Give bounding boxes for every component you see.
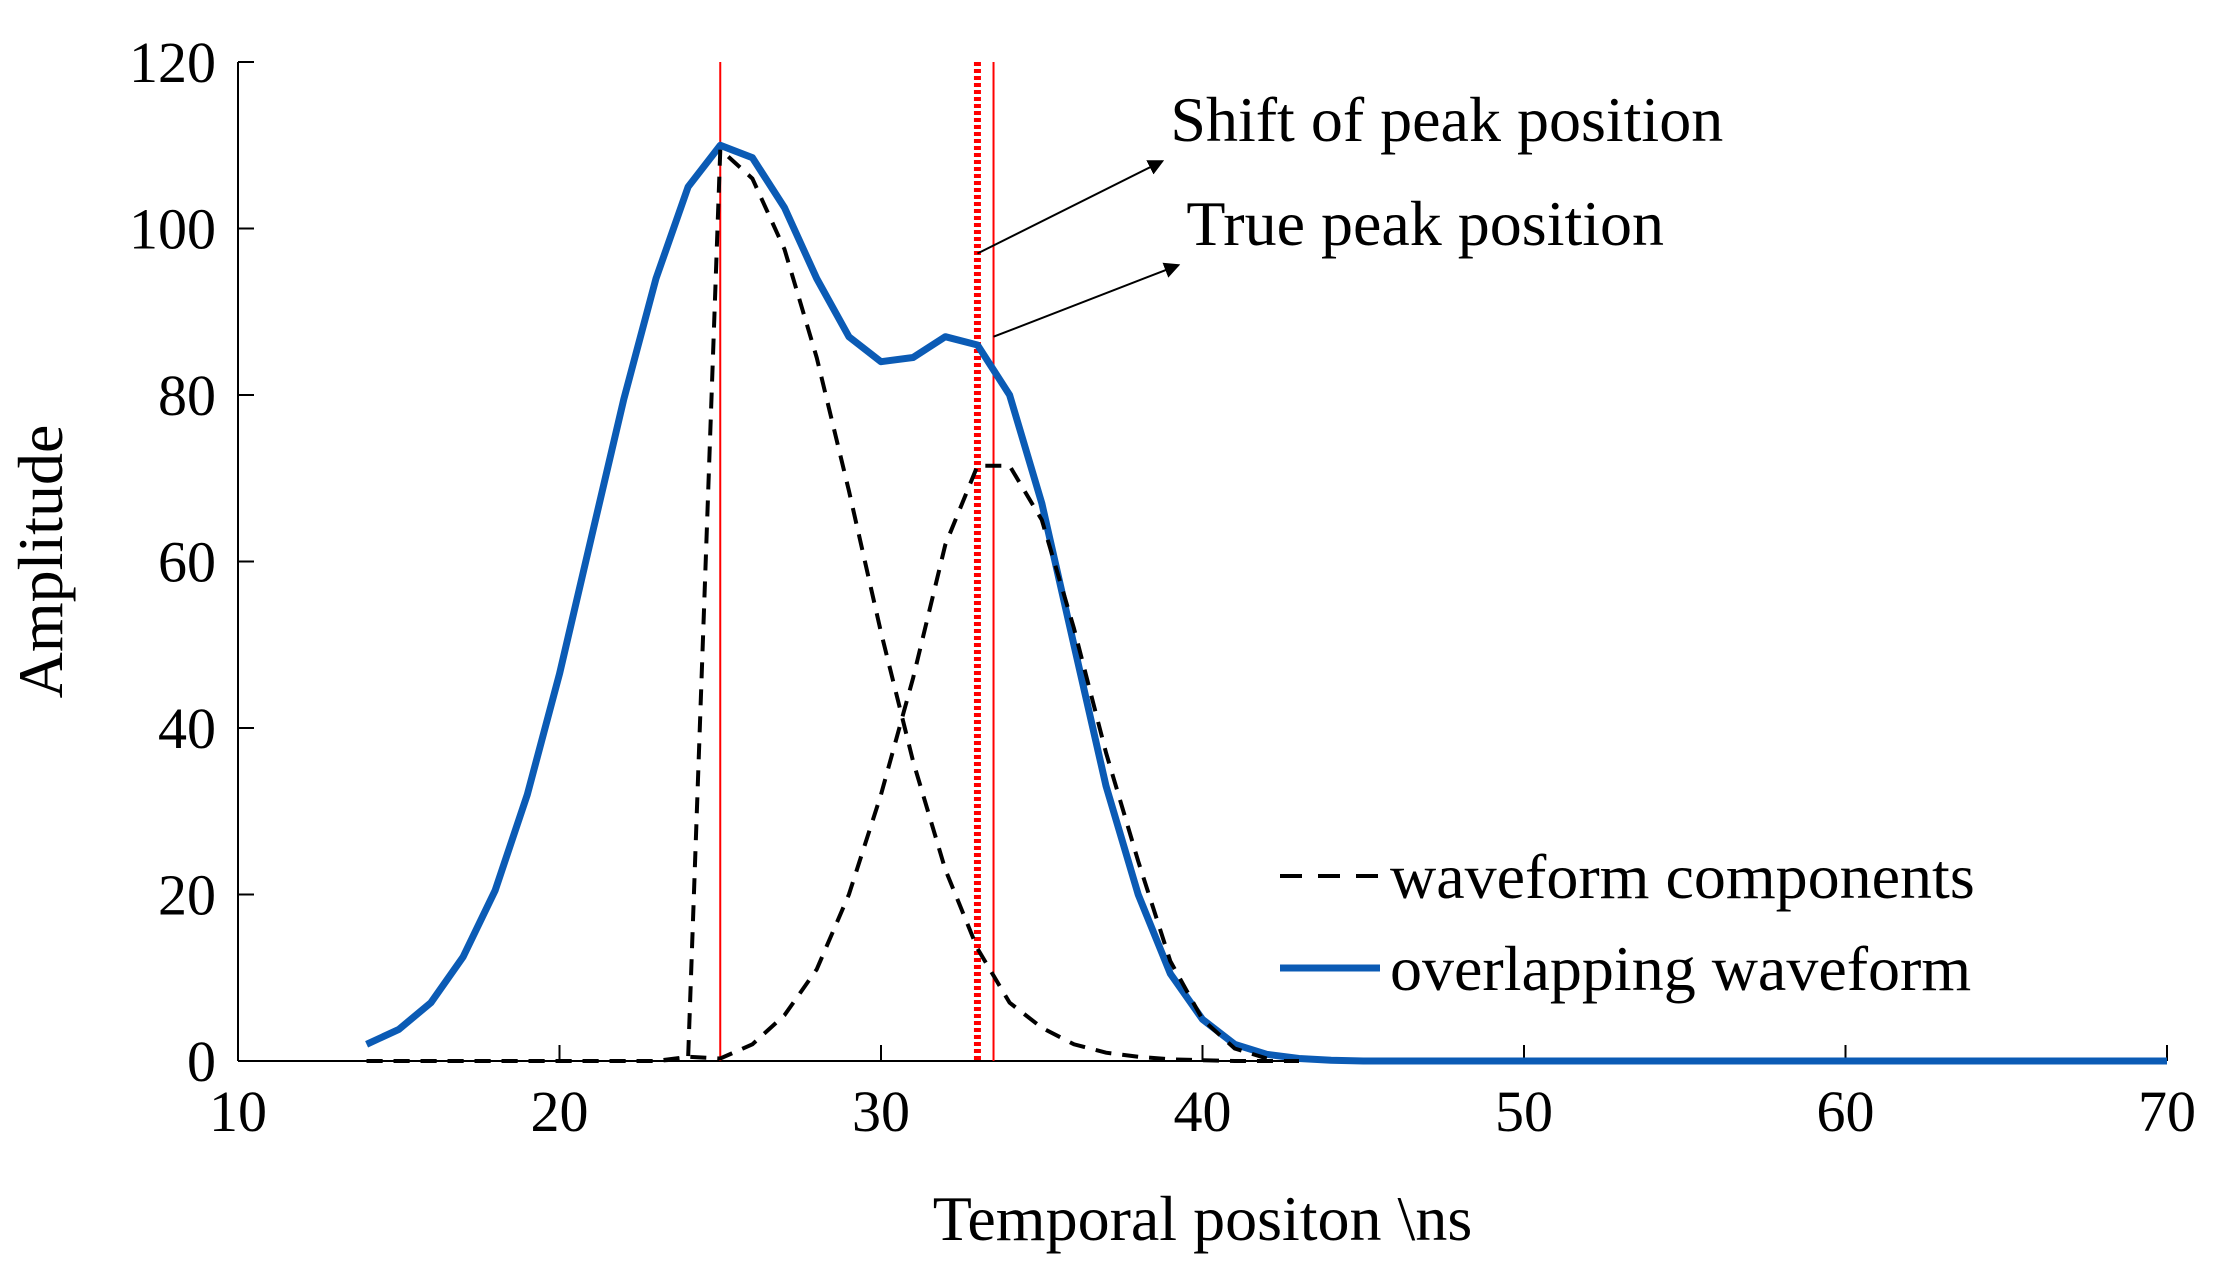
x-tick-label: 10: [209, 1079, 267, 1144]
y-tick-label: 100: [129, 197, 216, 262]
x-axis-label: Temporal positon \ns: [933, 1183, 1472, 1254]
axes: 10 20 30 40 50 60 70 0 20 40 60 80 100 120: [129, 30, 2196, 1144]
x-tick-label: 40: [1174, 1079, 1232, 1144]
waveform-component-line-1: [366, 145, 1299, 1063]
shift-of-peak-label: Shift of peak position: [1170, 84, 1723, 155]
x-tick-label: 70: [2138, 1079, 2196, 1144]
x-tick-label: 50: [1495, 1079, 1553, 1144]
legend: waveform components overlapping waveform: [1280, 841, 1975, 1004]
x-tick-label: 60: [1817, 1079, 1875, 1144]
y-tick-label: 60: [158, 530, 216, 595]
y-tick-label: 120: [129, 30, 216, 95]
x-tick-label: 20: [531, 1079, 589, 1144]
y-tick-label: 0: [187, 1029, 216, 1094]
y-tick-label: 40: [158, 696, 216, 761]
x-tick-label: 30: [852, 1079, 910, 1144]
y-tick-label: 80: [158, 363, 216, 428]
plot-series: [365, 141, 2167, 1065]
legend-label-2: overlapping waveform: [1390, 933, 1971, 1004]
y-axis-label: Amplitude: [5, 425, 76, 699]
true-peak-label: True peak position: [1186, 188, 1664, 259]
true-peak-arrow: [993, 262, 1181, 338]
peak-marker-lines: [719, 62, 995, 1061]
y-tick-label: 20: [158, 863, 216, 928]
legend-label-1: waveform components: [1390, 841, 1975, 912]
shift-of-peak-arrow: [977, 160, 1165, 255]
annotations: Shift of peak position True peak position: [977, 84, 1723, 338]
overlapping-waveform-line: [365, 141, 2167, 1065]
waveform-component-line-2: [366, 463, 1268, 1063]
